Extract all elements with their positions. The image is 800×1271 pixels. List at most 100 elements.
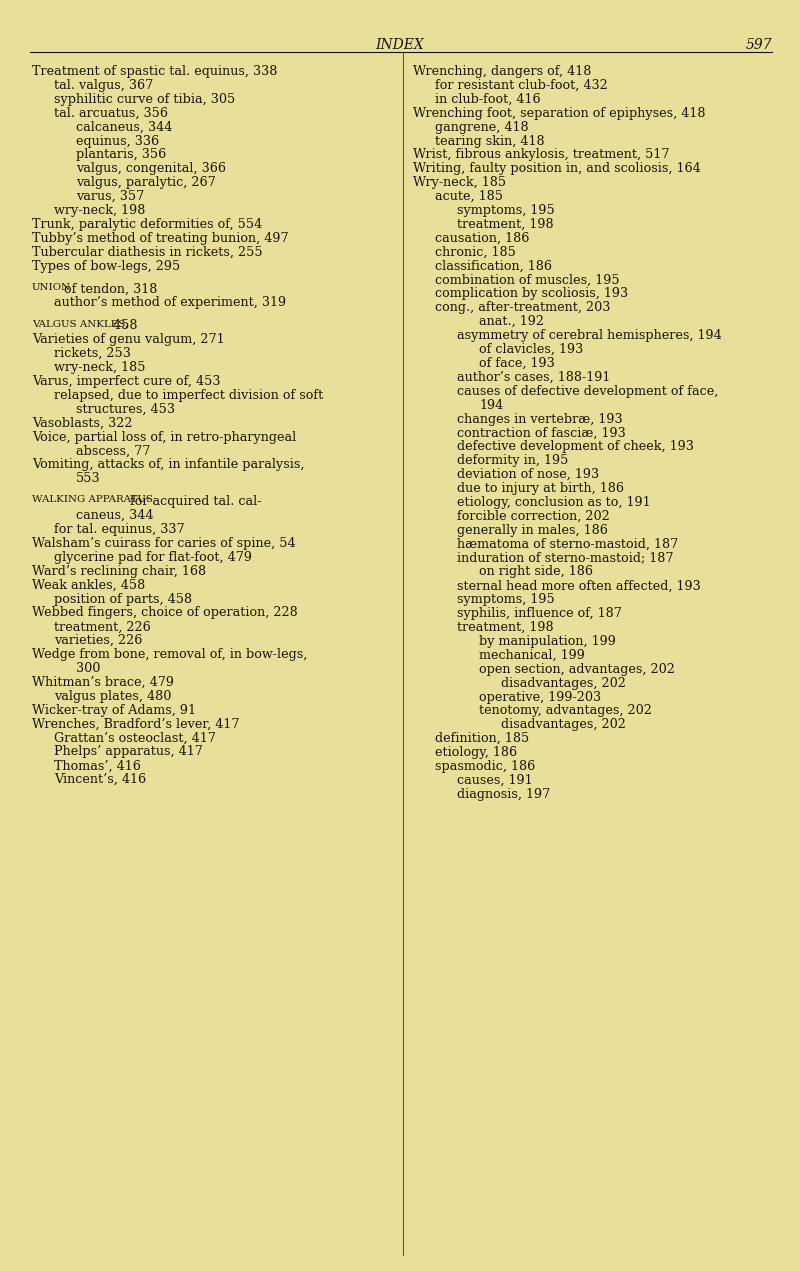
Text: Tubby’s method of treating bunion, 497: Tubby’s method of treating bunion, 497 [32,231,289,245]
Text: combination of muscles, 195: combination of muscles, 195 [435,273,620,286]
Text: 458: 458 [109,319,138,333]
Text: spasmodic, 186: spasmodic, 186 [435,760,535,773]
Text: hæmatoma of sterno-mastoid, 187: hæmatoma of sterno-mastoid, 187 [458,538,678,550]
Text: chronic, 185: chronic, 185 [435,245,516,259]
Text: position of parts, 458: position of parts, 458 [54,592,192,605]
Text: 194: 194 [479,399,503,412]
Text: operative, 199-203: operative, 199-203 [479,690,602,704]
Text: Grattan’s osteoclast, 417: Grattan’s osteoclast, 417 [54,732,216,745]
Text: classification, 186: classification, 186 [435,259,552,272]
Text: Wedge from bone, removal of, in bow-legs,: Wedge from bone, removal of, in bow-legs… [32,648,307,661]
Text: Wicker-tray of Adams, 91: Wicker-tray of Adams, 91 [32,704,196,717]
Text: relapsed, due to imperfect division of soft: relapsed, due to imperfect division of s… [54,389,323,402]
Text: Vomiting, attacks of, in infantile paralysis,: Vomiting, attacks of, in infantile paral… [32,459,305,472]
Text: asymmetry of cerebral hemispheres, 194: asymmetry of cerebral hemispheres, 194 [458,329,722,342]
Text: complication by scoliosis, 193: complication by scoliosis, 193 [435,287,628,300]
Text: Wry-neck, 185: Wry-neck, 185 [413,177,506,189]
Text: mechanical, 199: mechanical, 199 [479,648,585,662]
Text: tal. arcuatus, 356: tal. arcuatus, 356 [54,107,168,119]
Text: abscess, 77: abscess, 77 [76,445,150,458]
Text: calcaneus, 344: calcaneus, 344 [76,121,172,133]
Text: for tal. equinus, 337: for tal. equinus, 337 [54,522,185,536]
Text: tenotomy, advantages, 202: tenotomy, advantages, 202 [479,704,652,717]
Text: INDEX: INDEX [376,38,424,52]
Text: varieties, 226: varieties, 226 [54,634,142,647]
Text: disadvantages, 202: disadvantages, 202 [501,718,626,731]
Text: plantaris, 356: plantaris, 356 [76,149,166,161]
Text: generally in males, 186: generally in males, 186 [458,524,608,536]
Text: symptoms, 195: symptoms, 195 [458,594,555,606]
Text: deviation of nose, 193: deviation of nose, 193 [458,468,599,482]
Text: Weak ankles, 458: Weak ankles, 458 [32,578,146,591]
Text: for resistant club-foot, 432: for resistant club-foot, 432 [435,79,608,92]
Text: causation, 186: causation, 186 [435,231,530,245]
Text: valgus plates, 480: valgus plates, 480 [54,690,171,703]
Text: contraction of fasciæ, 193: contraction of fasciæ, 193 [458,426,626,440]
Text: wry-neck, 185: wry-neck, 185 [54,361,146,374]
Text: varus, 357: varus, 357 [76,191,144,203]
Text: VALGUS ANKLES,: VALGUS ANKLES, [32,319,128,328]
Text: valgus, congenital, 366: valgus, congenital, 366 [76,163,226,175]
Text: Tubercular diathesis in rickets, 255: Tubercular diathesis in rickets, 255 [32,245,262,259]
Text: tearing skin, 418: tearing skin, 418 [435,135,545,147]
Text: treatment, 198: treatment, 198 [458,217,554,231]
Text: Vasoblasts, 322: Vasoblasts, 322 [32,417,133,430]
Text: Writing, faulty position in, and scoliosis, 164: Writing, faulty position in, and scolios… [413,163,701,175]
Text: Voice, partial loss of, in retro-pharyngeal: Voice, partial loss of, in retro-pharyng… [32,431,296,444]
Text: 597: 597 [746,38,772,52]
Text: author’s method of experiment, 319: author’s method of experiment, 319 [54,296,286,309]
Text: UNION: UNION [32,282,71,291]
Text: Walsham’s cuirass for caries of spine, 54: Walsham’s cuirass for caries of spine, 5… [32,536,296,550]
Text: Types of bow-legs, 295: Types of bow-legs, 295 [32,259,180,272]
Text: Wrenching, dangers of, 418: Wrenching, dangers of, 418 [413,65,591,78]
Text: Vincent’s, 416: Vincent’s, 416 [54,773,146,787]
Text: etiology, 186: etiology, 186 [435,746,518,759]
Text: Thomas’, 416: Thomas’, 416 [54,759,141,773]
Text: Phelps’ apparatus, 417: Phelps’ apparatus, 417 [54,745,203,759]
Text: of face, 193: of face, 193 [479,357,555,370]
Text: forcible correction, 202: forcible correction, 202 [458,510,610,522]
Text: caneus, 344: caneus, 344 [76,510,154,522]
Text: open section, advantages, 202: open section, advantages, 202 [479,662,675,676]
Text: cong., after-treatment, 203: cong., after-treatment, 203 [435,301,610,314]
Text: definition, 185: definition, 185 [435,732,530,745]
Text: deformity in, 195: deformity in, 195 [458,454,569,468]
Text: Varus, imperfect cure of, 453: Varus, imperfect cure of, 453 [32,375,221,388]
Text: defective development of cheek, 193: defective development of cheek, 193 [458,440,694,454]
Text: Treatment of spastic tal. equinus, 338: Treatment of spastic tal. equinus, 338 [32,65,278,78]
Text: treatment, 198: treatment, 198 [458,622,554,634]
Text: in club-foot, 416: in club-foot, 416 [435,93,541,105]
Text: author’s cases, 188-191: author’s cases, 188-191 [458,371,610,384]
Text: changes in vertebræ, 193: changes in vertebræ, 193 [458,413,623,426]
Text: on right side, 186: on right side, 186 [479,566,594,578]
Text: Whitman’s brace, 479: Whitman’s brace, 479 [32,676,174,689]
Text: Webbed fingers, choice of operation, 228: Webbed fingers, choice of operation, 228 [32,606,298,619]
Text: Wrenching foot, separation of epiphyses, 418: Wrenching foot, separation of epiphyses,… [413,107,706,119]
Text: sternal head more often affected, 193: sternal head more often affected, 193 [458,580,701,592]
Text: for acquired tal. cal-: for acquired tal. cal- [126,496,261,508]
Text: wry-neck, 198: wry-neck, 198 [54,205,146,217]
Text: structures, 453: structures, 453 [76,403,175,416]
Text: equinus, 336: equinus, 336 [76,135,159,147]
Text: by manipulation, 199: by manipulation, 199 [479,636,616,648]
Text: treatment, 226: treatment, 226 [54,620,150,633]
Text: induration of sterno-mastoid; 187: induration of sterno-mastoid; 187 [458,552,674,564]
Text: tal. valgus, 367: tal. valgus, 367 [54,79,154,92]
Text: valgus, paralytic, 267: valgus, paralytic, 267 [76,177,216,189]
Text: causes, 191: causes, 191 [458,774,533,787]
Text: glycerine pad for flat-foot, 479: glycerine pad for flat-foot, 479 [54,550,252,564]
Text: gangrene, 418: gangrene, 418 [435,121,529,133]
Text: rickets, 253: rickets, 253 [54,347,131,360]
Text: WALKING APPARATUS: WALKING APPARATUS [32,496,153,505]
Text: acute, 185: acute, 185 [435,191,503,203]
Text: Trunk, paralytic deformities of, 554: Trunk, paralytic deformities of, 554 [32,217,262,231]
Text: due to injury at birth, 186: due to injury at birth, 186 [458,482,624,494]
Text: of clavicles, 193: of clavicles, 193 [479,343,583,356]
Text: Varieties of genu valgum, 271: Varieties of genu valgum, 271 [32,333,225,346]
Text: syphilitic curve of tibia, 305: syphilitic curve of tibia, 305 [54,93,235,105]
Text: syphilis, influence of, 187: syphilis, influence of, 187 [458,608,622,620]
Text: causes of defective development of face,: causes of defective development of face, [458,385,718,398]
Text: 300: 300 [76,662,100,675]
Text: etiology, conclusion as to, 191: etiology, conclusion as to, 191 [458,496,651,508]
Text: diagnosis, 197: diagnosis, 197 [458,788,550,801]
